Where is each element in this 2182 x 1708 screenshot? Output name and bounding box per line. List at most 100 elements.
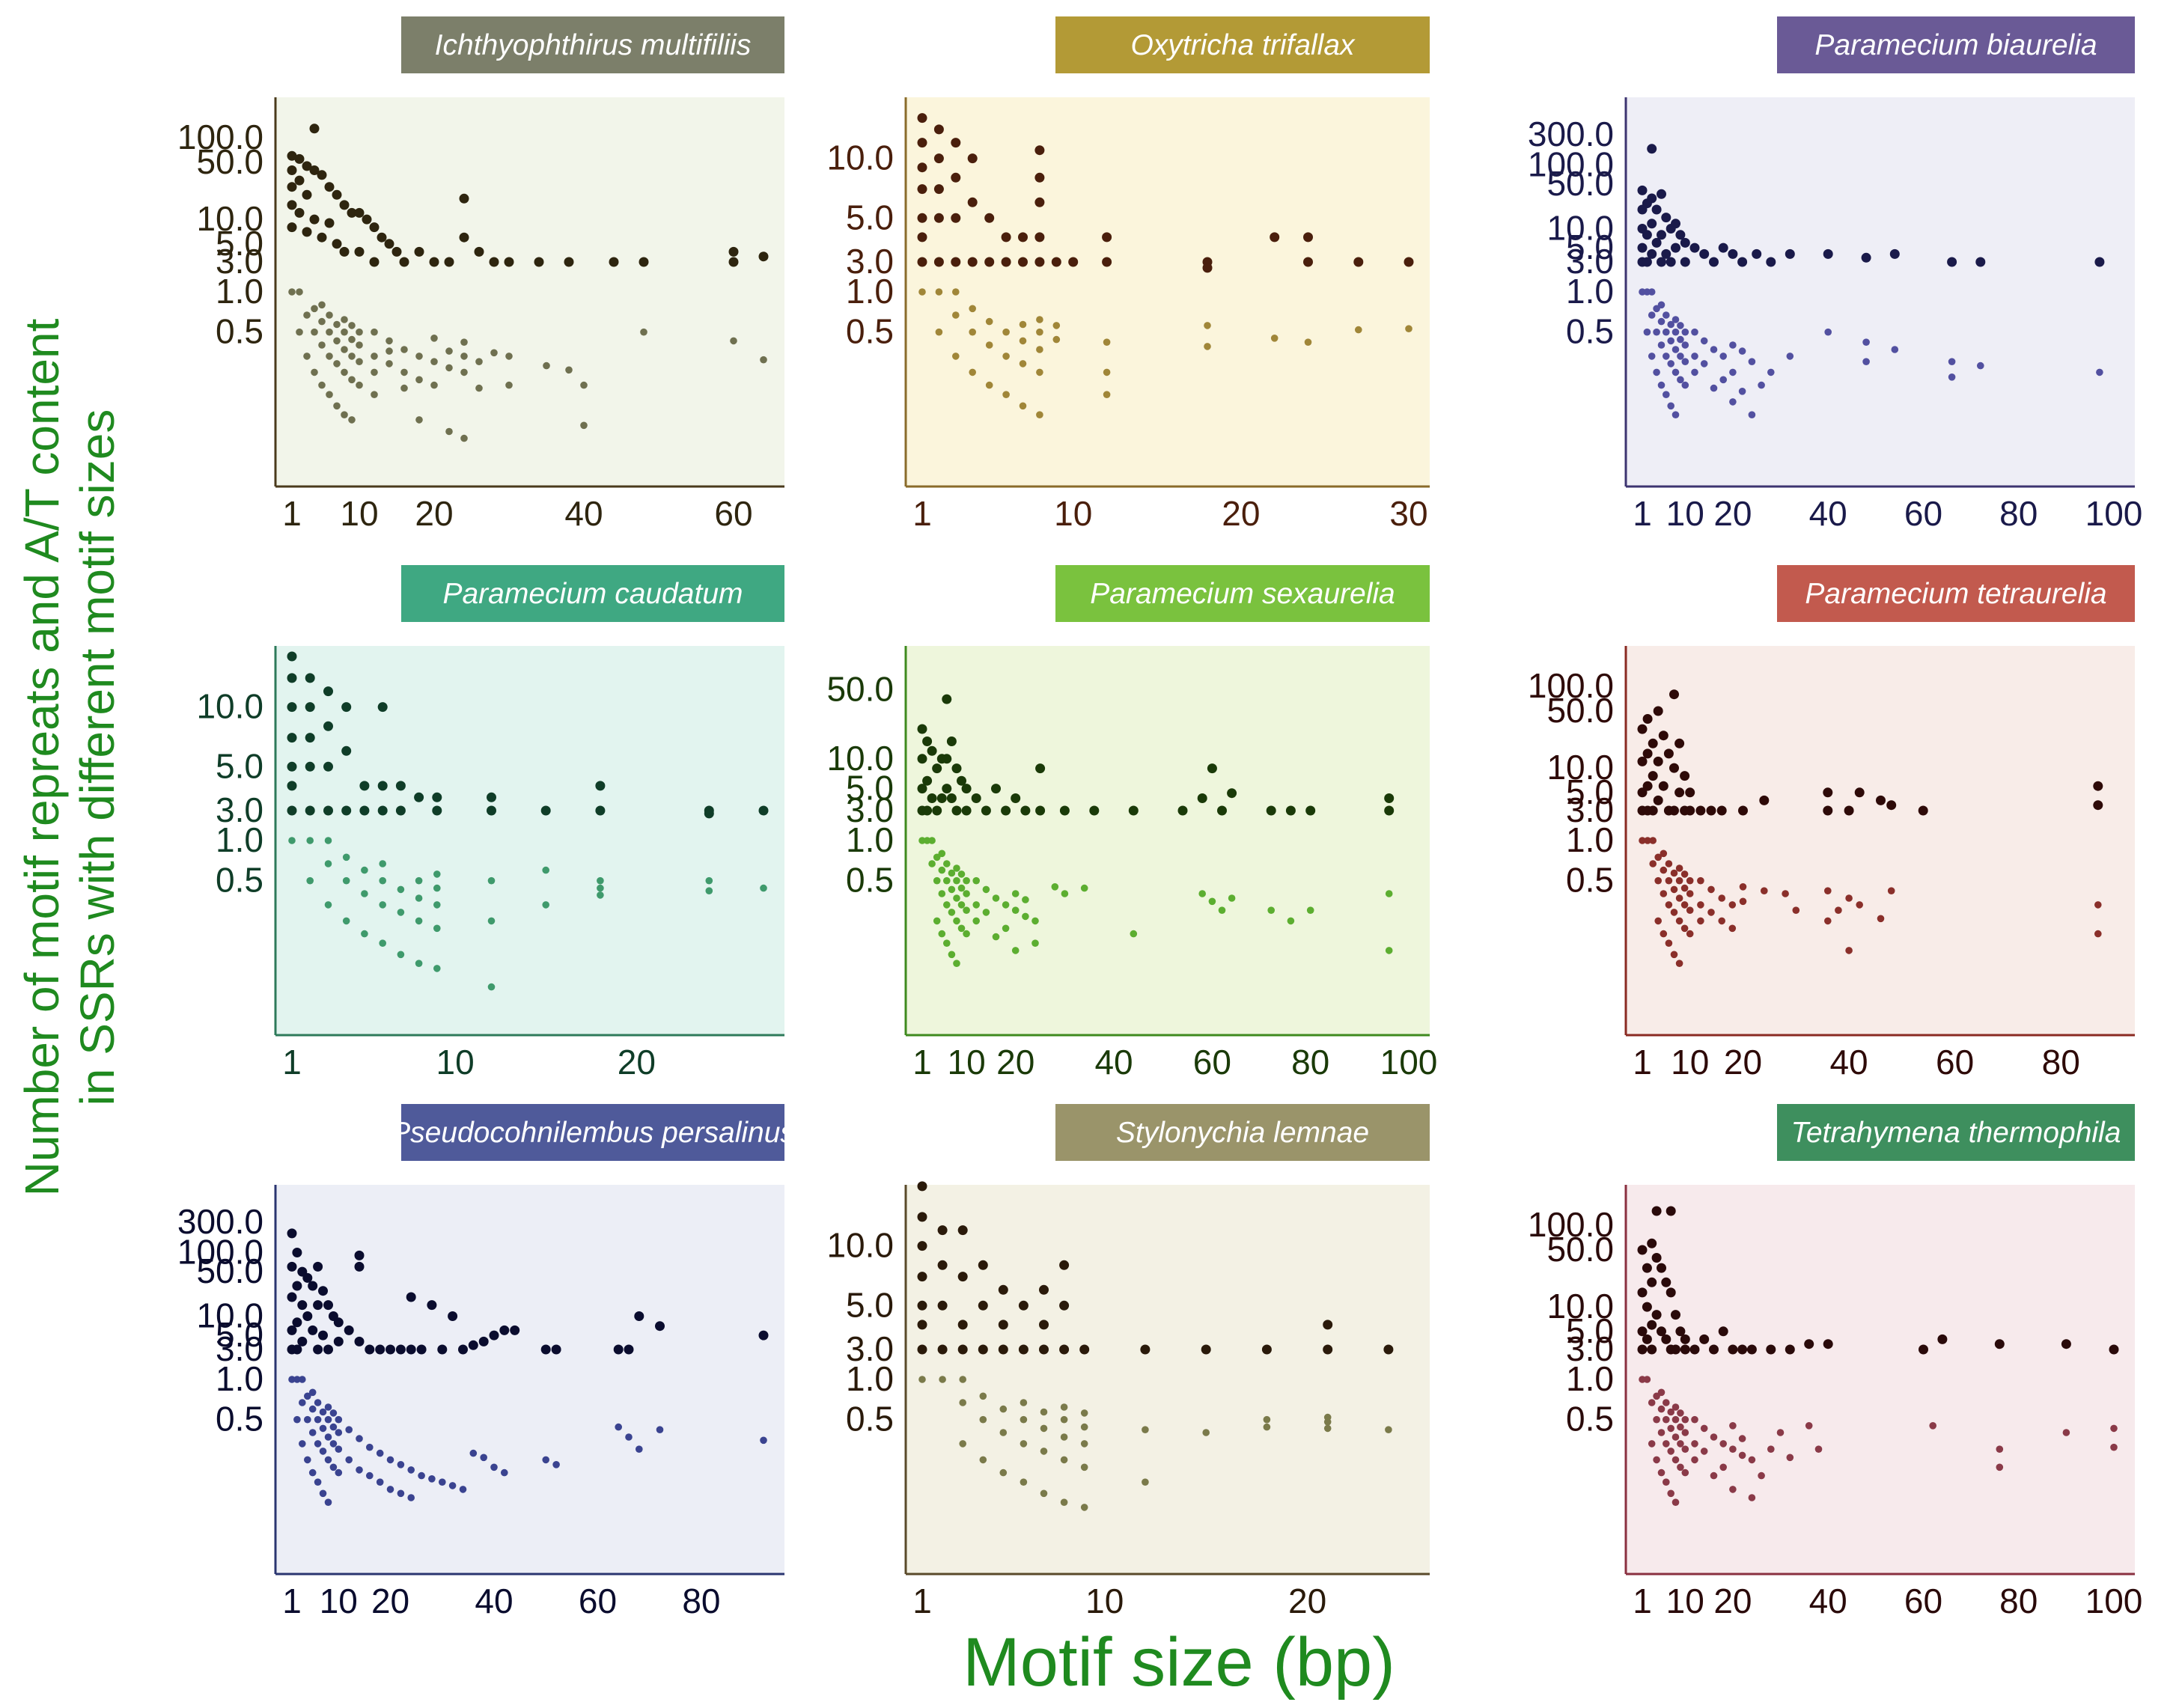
repeat-point <box>294 175 305 186</box>
repeat-point <box>991 784 1001 794</box>
repeat-point <box>287 702 297 713</box>
panel-background <box>1626 97 2135 487</box>
at-content-point <box>1729 341 1737 349</box>
repeat-point <box>1674 738 1685 748</box>
at-content-point <box>957 924 966 933</box>
at-content-point <box>1677 335 1684 344</box>
at-content-point <box>329 1423 338 1431</box>
y-tick-label: 5.0 <box>216 224 263 263</box>
repeat-point <box>967 257 978 267</box>
x-tick-label: 40 <box>1809 494 1847 533</box>
at-content-point <box>1657 1405 1666 1413</box>
repeat-point <box>758 1330 769 1341</box>
at-content-point <box>324 837 332 844</box>
y-tick-label: 10.0 <box>826 1226 894 1265</box>
panel-title: Oxytricha trifallax <box>1055 16 1430 73</box>
repeat-point <box>1699 248 1710 259</box>
repeat-point <box>1663 748 1674 759</box>
at-content-point <box>1304 338 1312 347</box>
at-content-point <box>959 1399 966 1406</box>
at-content-point <box>324 901 332 909</box>
repeat-point <box>333 1336 344 1346</box>
at-content-point <box>415 416 423 424</box>
at-content-point <box>366 1471 374 1480</box>
at-content-point <box>356 358 363 366</box>
repeat-point <box>1266 805 1276 816</box>
at-content-point <box>1654 853 1662 861</box>
at-content-point <box>1103 391 1111 398</box>
at-content-point <box>324 860 332 867</box>
at-content-point <box>1660 850 1668 858</box>
at-content-point <box>433 870 441 878</box>
series-at-content <box>1639 288 2103 418</box>
repeat-point <box>1637 756 1648 766</box>
at-content-point <box>1671 316 1680 323</box>
repeat-point <box>609 257 619 267</box>
at-content-point <box>1710 346 1718 353</box>
figure-ylabel-line2: in SSRs with different motif sizes <box>70 409 124 1106</box>
at-content-point <box>1862 358 1870 366</box>
at-content-point <box>1036 368 1043 376</box>
repeat-point <box>951 172 961 183</box>
at-content-point <box>459 1486 467 1493</box>
at-content-point <box>341 316 348 323</box>
at-content-point <box>1198 890 1206 897</box>
repeat-point <box>297 1300 308 1311</box>
x-tick-label: 20 <box>415 494 453 533</box>
at-content-point <box>1677 1423 1684 1431</box>
repeat-point <box>1994 1339 2005 1349</box>
at-content-point <box>1738 347 1746 355</box>
repeat-point <box>1018 232 1028 243</box>
y-tick-labels: 10.0 5.0 3.01.00.5 <box>826 138 894 351</box>
at-content-point <box>1022 896 1029 903</box>
at-content-point <box>1835 906 1842 914</box>
repeat-point <box>917 184 927 195</box>
at-content-point <box>1729 398 1737 406</box>
at-content-point <box>341 368 348 376</box>
repeat-point <box>1020 805 1031 816</box>
repeat-point <box>1785 1344 1795 1355</box>
repeat-point <box>305 702 315 713</box>
x-tick-label: 30 <box>1389 494 1427 533</box>
repeat-point <box>1217 805 1227 816</box>
at-content-point <box>1948 373 1956 381</box>
at-content-point <box>979 1415 987 1424</box>
at-content-point <box>318 317 326 326</box>
repeat-point <box>287 150 297 161</box>
repeat-point <box>1823 248 1833 259</box>
at-content-point <box>342 876 350 885</box>
repeat-point <box>639 257 649 267</box>
at-content-point <box>982 909 990 916</box>
repeat-point <box>728 257 739 267</box>
repeat-point <box>1653 795 1663 805</box>
at-content-point <box>1758 1471 1765 1480</box>
at-content-point <box>1263 1423 1271 1431</box>
repeat-point <box>1844 805 1854 816</box>
repeat-point <box>406 1292 416 1302</box>
repeat-point <box>287 781 297 791</box>
at-content-point <box>299 1376 306 1383</box>
x-tick-label: 20 <box>1222 494 1260 533</box>
at-content-point <box>1675 917 1683 925</box>
at-content-point <box>356 328 363 336</box>
repeat-point <box>984 213 995 223</box>
at-content-point <box>1677 1463 1684 1471</box>
at-content-point <box>428 1475 436 1483</box>
at-content-point <box>386 1456 394 1464</box>
at-content-point <box>400 384 408 392</box>
panel-title-box <box>1777 1104 2135 1161</box>
at-content-point <box>1644 837 1651 844</box>
at-content-point <box>1670 869 1678 877</box>
panel-title-box <box>1777 565 2135 622</box>
repeat-point <box>758 251 769 262</box>
at-content-point <box>1657 1388 1666 1397</box>
at-content-point <box>705 876 713 885</box>
repeat-point <box>1653 756 1663 766</box>
x-tick-label: 60 <box>1936 1043 1974 1082</box>
repeat-point <box>957 1344 968 1355</box>
repeat-point <box>1671 219 1680 229</box>
repeat-point <box>305 761 315 772</box>
at-content-point <box>445 347 453 355</box>
at-content-point <box>1002 924 1010 933</box>
